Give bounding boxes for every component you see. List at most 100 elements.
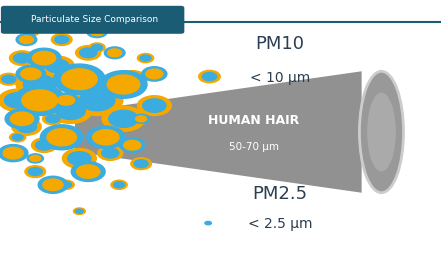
Circle shape (86, 25, 108, 38)
Text: < 2.5 μm: < 2.5 μm (248, 217, 312, 232)
Circle shape (21, 89, 58, 111)
Circle shape (123, 140, 142, 151)
Circle shape (75, 209, 84, 214)
Circle shape (113, 181, 125, 188)
Circle shape (92, 129, 120, 146)
Circle shape (142, 98, 167, 113)
Circle shape (53, 92, 79, 108)
Circle shape (133, 159, 149, 168)
Circle shape (4, 108, 40, 129)
Circle shape (62, 148, 97, 169)
Circle shape (9, 132, 26, 143)
Circle shape (27, 167, 43, 176)
Circle shape (13, 53, 31, 64)
Circle shape (35, 140, 53, 151)
Circle shape (26, 153, 44, 164)
Circle shape (53, 63, 106, 95)
Circle shape (57, 180, 75, 190)
Circle shape (78, 89, 116, 111)
Circle shape (15, 70, 64, 99)
Circle shape (42, 178, 64, 191)
Circle shape (45, 59, 70, 73)
Circle shape (198, 70, 221, 83)
Text: HUMAN HAIR: HUMAN HAIR (208, 114, 299, 127)
Circle shape (16, 120, 37, 133)
Circle shape (37, 176, 68, 194)
Circle shape (0, 144, 29, 162)
Circle shape (57, 95, 75, 106)
Text: 50-70 μm: 50-70 μm (228, 142, 279, 152)
Circle shape (51, 33, 73, 46)
Circle shape (20, 68, 41, 81)
Circle shape (19, 35, 34, 44)
Circle shape (145, 68, 164, 79)
Circle shape (79, 47, 97, 58)
FancyBboxPatch shape (1, 6, 184, 34)
Circle shape (101, 148, 120, 159)
Circle shape (31, 137, 57, 153)
Circle shape (40, 124, 84, 150)
Circle shape (26, 48, 62, 69)
Circle shape (130, 157, 152, 170)
Circle shape (137, 53, 154, 63)
Circle shape (67, 151, 92, 166)
Circle shape (4, 92, 32, 109)
Circle shape (101, 106, 146, 132)
Circle shape (121, 73, 143, 86)
Circle shape (88, 42, 106, 53)
Circle shape (99, 70, 148, 99)
Text: Particulate Size Comparison: Particulate Size Comparison (31, 15, 158, 24)
Circle shape (46, 128, 77, 147)
Circle shape (73, 207, 86, 215)
Circle shape (54, 35, 70, 44)
Circle shape (86, 125, 126, 149)
Circle shape (71, 84, 123, 116)
Circle shape (11, 117, 42, 136)
Text: PM2.5: PM2.5 (252, 185, 307, 203)
Circle shape (9, 50, 35, 66)
Circle shape (11, 134, 24, 141)
Circle shape (91, 44, 103, 51)
Polygon shape (75, 71, 362, 193)
Ellipse shape (359, 71, 404, 193)
Circle shape (119, 137, 146, 153)
Circle shape (135, 115, 147, 122)
Circle shape (10, 111, 34, 126)
Circle shape (40, 55, 75, 77)
Circle shape (137, 95, 172, 116)
Circle shape (22, 74, 56, 95)
Circle shape (15, 65, 46, 83)
Ellipse shape (367, 92, 396, 172)
Circle shape (104, 46, 126, 59)
Circle shape (45, 114, 60, 123)
Circle shape (76, 164, 101, 179)
Circle shape (75, 45, 101, 61)
Circle shape (49, 98, 93, 124)
Text: < 10 μm: < 10 μm (250, 71, 310, 85)
Text: PM10: PM10 (255, 35, 305, 53)
Circle shape (117, 70, 148, 88)
Circle shape (110, 180, 128, 190)
Circle shape (107, 74, 140, 95)
Circle shape (29, 155, 41, 162)
Circle shape (89, 27, 105, 36)
Circle shape (139, 54, 152, 62)
Circle shape (42, 112, 64, 125)
Circle shape (24, 165, 46, 178)
Circle shape (60, 181, 72, 188)
Circle shape (25, 28, 37, 35)
Circle shape (132, 114, 150, 124)
Circle shape (107, 48, 122, 57)
Circle shape (202, 72, 217, 81)
Circle shape (2, 147, 24, 159)
Circle shape (61, 68, 98, 90)
Circle shape (0, 88, 37, 112)
Circle shape (15, 33, 37, 46)
Circle shape (204, 221, 212, 225)
Circle shape (0, 73, 20, 86)
Circle shape (108, 110, 139, 128)
Circle shape (32, 51, 56, 65)
Circle shape (1, 74, 17, 84)
Circle shape (13, 84, 66, 116)
Circle shape (97, 145, 123, 161)
